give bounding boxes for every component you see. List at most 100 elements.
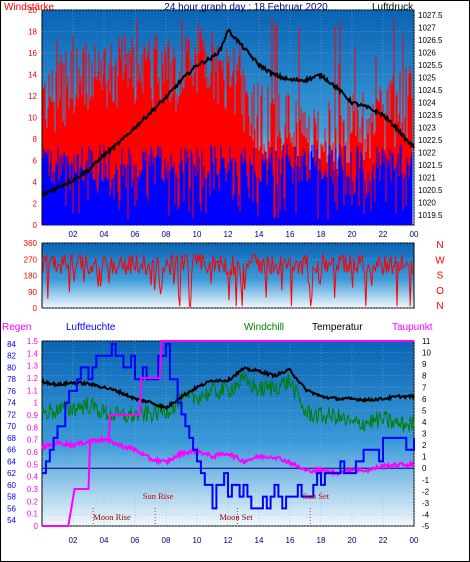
- wind-tick-label: 0: [33, 221, 38, 230]
- wind-tick-label: 20: [28, 6, 37, 15]
- humidity-tick-label: 64: [7, 457, 16, 466]
- legend-taupunkt: Taupunkt: [392, 322, 433, 333]
- x-tick-label: 14: [255, 536, 264, 545]
- temperature-tick-label: -3: [422, 499, 430, 508]
- x-tick-label: 02: [69, 536, 78, 545]
- temperature-tick-label: 3: [422, 430, 427, 439]
- pressure-tick-label: 1022.5: [418, 136, 443, 145]
- rain-tick-label: 0.4: [27, 473, 39, 482]
- pressure-tick-label: 1025: [418, 74, 436, 83]
- temperature-tick-label: -1: [422, 476, 430, 485]
- temperature-tick-label: 6: [422, 395, 427, 404]
- x-tick-label: 06: [131, 536, 140, 545]
- x-tick-label: 08: [162, 230, 171, 239]
- temperature-tick-label: 1: [422, 453, 427, 462]
- pressure-tick-label: 1021.5: [418, 161, 443, 170]
- wind-tick-label: 4: [33, 178, 38, 187]
- temperature-tick-label: -4: [422, 510, 430, 519]
- rain-tick-label: 0.3: [27, 485, 39, 494]
- x-tick-label: 22: [379, 536, 388, 545]
- wind-tick-label: 10: [28, 114, 37, 123]
- direction-compass-label: N: [436, 240, 443, 251]
- pressure-tick-label: 1024.5: [418, 86, 443, 95]
- temperature-line: [41, 366, 415, 411]
- wind-tick-label: 18: [28, 28, 37, 37]
- direction-compass-label: N: [436, 301, 443, 312]
- rain-tick-label: 0.8: [27, 423, 39, 432]
- x-tick-label: 18: [317, 536, 326, 545]
- x-tick-label: 12: [224, 230, 233, 239]
- wind-tick-label: 12: [28, 92, 37, 101]
- pressure-tick-label: 1020: [418, 199, 436, 208]
- x-tick-label: 08: [162, 536, 171, 545]
- humidity-tick-label: 84: [7, 340, 16, 349]
- direction-tick-label: 270: [24, 255, 38, 264]
- rain-tick-label: 1: [34, 399, 39, 408]
- rain-tick-label: 1.3: [27, 362, 39, 371]
- annotation-moon-set: Moon Set: [219, 512, 253, 522]
- rain-tick-label: 0.2: [27, 497, 39, 506]
- wind-tick-label: 2: [33, 200, 38, 209]
- temperature-tick-label: 5: [422, 406, 427, 415]
- pressure-tick-label: 1026.5: [418, 36, 443, 45]
- wind-tick-label: 6: [33, 157, 38, 166]
- temperature-tick-label: -2: [422, 487, 430, 496]
- temperature-tick-label: 10: [422, 349, 431, 358]
- legend-windchill: Windchill: [244, 322, 284, 333]
- direction-tick-label: 360: [24, 239, 38, 248]
- temperature-tick-label: 2: [422, 441, 427, 450]
- direction-line: [42, 253, 414, 307]
- x-tick-label: 18: [317, 230, 326, 239]
- pressure-tick-label: 1021: [418, 174, 436, 183]
- humidity-tick-label: 72: [7, 410, 16, 419]
- pressure-tick-label: 1023: [418, 124, 436, 133]
- pressure-tick-label: 1022: [418, 149, 436, 158]
- annotation-sun-set: Sun Set: [303, 491, 330, 501]
- humidity-tick-label: 76: [7, 387, 16, 396]
- rain-tick-label: 1.4: [27, 349, 39, 358]
- humidity-tick-label: 66: [7, 446, 16, 455]
- temperature-tick-label: -5: [422, 522, 430, 531]
- pressure-tick-label: 1027: [418, 24, 436, 33]
- humidity-tick-label: 68: [7, 434, 16, 443]
- x-tick-label: 10: [193, 536, 202, 545]
- x-tick-label: 16: [286, 536, 295, 545]
- temperature-tick-label: 9: [422, 360, 427, 369]
- humidity-line: [42, 342, 415, 510]
- temperature-tick-label: 4: [422, 418, 427, 427]
- direction-tick-label: 0: [33, 304, 38, 313]
- rain-line: [42, 340, 414, 527]
- x-tick-label: 06: [131, 230, 140, 239]
- legend-luftfeuchte: Luftfeuchte: [66, 322, 116, 333]
- humidity-tick-label: 58: [7, 493, 16, 502]
- wind-tick-label: 8: [33, 135, 38, 144]
- rain-tick-label: 0.9: [27, 411, 39, 420]
- rain-tick-label: 0.6: [27, 448, 39, 457]
- pressure-tick-label: 1024: [418, 99, 436, 108]
- x-tick-label: 02: [69, 230, 78, 239]
- humidity-tick-label: 70: [7, 422, 16, 431]
- temperature-tick-label: 8: [422, 372, 427, 381]
- x-tick-label: 04: [100, 230, 109, 239]
- humidity-tick-label: 74: [7, 399, 16, 408]
- direction-compass-label: O: [436, 286, 444, 297]
- direction-tick-label: 90: [28, 288, 37, 297]
- x-tick-label: 04: [100, 536, 109, 545]
- direction-tick-label: 180: [24, 272, 38, 281]
- humidity-tick-label: 62: [7, 469, 16, 478]
- pressure-tick-label: 1023.5: [418, 111, 443, 120]
- pressure-line: [41, 28, 415, 198]
- x-tick-label: 10: [193, 230, 202, 239]
- wind-tick-label: 14: [28, 71, 37, 80]
- x-tick-label: 00: [410, 536, 419, 545]
- luftdruck-label: Luftdruck: [372, 2, 414, 13]
- x-tick-label: 14: [255, 230, 264, 239]
- wind-tick-label: 16: [28, 49, 37, 58]
- x-tick-label: 00: [410, 230, 419, 239]
- rain-tick-label: 0.5: [27, 460, 39, 469]
- pressure-tick-label: 1019.5: [418, 211, 443, 220]
- rain-tick-label: 1.1: [27, 386, 39, 395]
- pressure-tick-label: 1026: [418, 49, 436, 58]
